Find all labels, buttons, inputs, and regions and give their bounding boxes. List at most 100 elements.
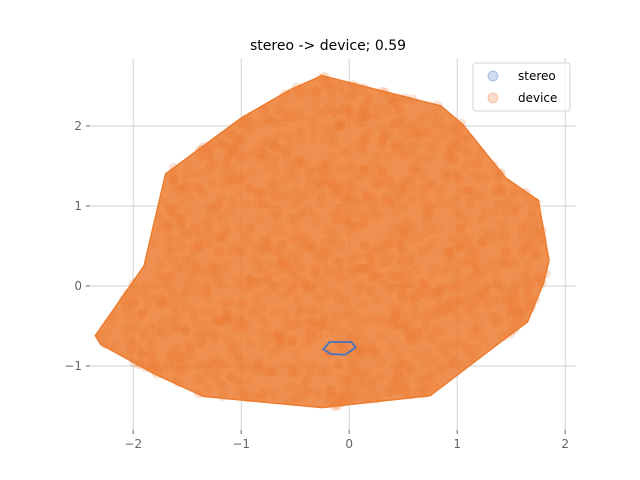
device-point: [422, 310, 433, 321]
device-point: [213, 197, 224, 208]
device-point: [179, 286, 190, 297]
device-point: [468, 245, 479, 256]
device-point: [307, 306, 317, 317]
device-point: [411, 327, 422, 338]
device-point: [327, 84, 338, 95]
device-point: [386, 384, 397, 395]
device-point: [392, 385, 403, 395]
device-point: [234, 153, 245, 164]
device-point: [206, 177, 217, 188]
device-point: [183, 271, 194, 282]
device-point: [349, 89, 360, 100]
device-point: [498, 184, 509, 195]
device-point: [291, 223, 302, 234]
device-point: [445, 140, 456, 151]
device-point: [448, 155, 459, 166]
device-point: [341, 180, 352, 191]
device-point: [326, 79, 336, 90]
device-point: [336, 166, 347, 177]
device-point: [502, 195, 513, 205]
device-point: [470, 311, 481, 322]
device-point: [396, 115, 407, 126]
device-point: [244, 222, 255, 233]
device-point: [293, 275, 303, 286]
device-point: [337, 344, 348, 355]
device-point: [287, 279, 297, 290]
device-point: [281, 149, 292, 159]
device-point: [374, 272, 385, 283]
device-point: [416, 288, 427, 298]
device-point: [458, 163, 469, 174]
device-point: [264, 366, 275, 377]
device-point: [344, 392, 355, 403]
device-point: [201, 319, 212, 330]
device-point: [416, 244, 427, 255]
device-point: [283, 267, 294, 278]
device-point: [472, 249, 482, 260]
device-point: [531, 247, 542, 258]
device-point: [168, 302, 179, 313]
device-point: [190, 222, 201, 233]
device-point: [173, 377, 184, 388]
device-point: [341, 105, 352, 115]
device-point: [404, 120, 415, 131]
device-point: [395, 240, 406, 251]
device-point: [171, 374, 182, 385]
device-point: [342, 220, 353, 230]
device-point: [357, 334, 368, 345]
device-point: [273, 344, 284, 355]
device-point: [288, 368, 299, 379]
device-point: [277, 289, 287, 300]
stereo-hull: [321, 341, 357, 356]
device-point: [305, 187, 316, 198]
device-point: [269, 136, 280, 147]
device-point: [140, 280, 150, 291]
device-point: [196, 337, 207, 348]
device-point: [391, 310, 402, 321]
device-point: [463, 217, 474, 228]
device-point: [414, 116, 425, 127]
device-point: [100, 339, 111, 350]
device-point: [138, 308, 149, 319]
device-point: [176, 213, 187, 224]
device-point: [266, 259, 277, 270]
device-point: [425, 152, 436, 163]
device-point: [345, 110, 356, 121]
device-point: [235, 298, 246, 309]
device-point: [241, 128, 252, 138]
device-point: [158, 275, 169, 285]
device-point: [160, 221, 171, 232]
device-point: [216, 216, 227, 226]
device-point: [261, 274, 272, 285]
device-point: [417, 280, 428, 291]
device-point: [234, 354, 244, 365]
device-point: [260, 234, 271, 245]
device-point: [466, 303, 477, 314]
device-point: [221, 260, 232, 270]
device-point: [300, 337, 311, 348]
device-point: [192, 330, 203, 341]
device-point: [257, 196, 268, 207]
device-point: [220, 228, 231, 239]
device-point: [423, 307, 433, 318]
device-point: [337, 342, 348, 353]
device-point: [389, 139, 400, 150]
device-point: [270, 331, 281, 342]
device-point: [304, 326, 315, 337]
device-point: [329, 189, 340, 200]
device-point: [321, 159, 332, 169]
device-point: [367, 375, 378, 386]
device-point: [497, 285, 508, 295]
device-point: [510, 207, 520, 218]
device-point: [368, 159, 379, 170]
device-point: [232, 275, 243, 286]
device-point: [533, 272, 544, 283]
device-point: [324, 323, 335, 334]
device-point: [328, 178, 339, 189]
device-point: [355, 144, 366, 155]
device-point: [197, 168, 208, 179]
device-point: [355, 108, 366, 119]
device-point: [278, 277, 289, 288]
device-point: [293, 233, 304, 243]
device-point: [168, 173, 179, 184]
